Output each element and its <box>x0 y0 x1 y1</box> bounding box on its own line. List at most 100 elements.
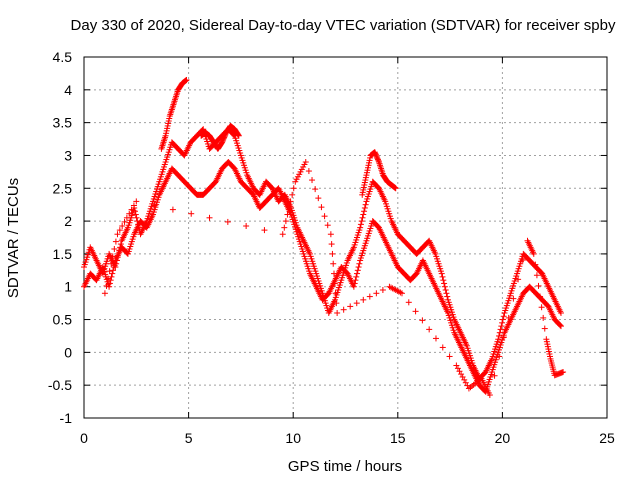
y-tick-label: 1.5 <box>53 246 73 262</box>
interp-point-track-a <box>497 326 504 333</box>
x-tick-label: 20 <box>495 430 511 446</box>
interp-point-scatter-bits <box>360 296 367 303</box>
interp-point-scatter-bits <box>286 204 293 211</box>
interp-point-track-a <box>444 293 451 300</box>
interp-point-track-b <box>355 264 362 271</box>
data-point-scatter-bits <box>398 290 405 297</box>
data-point-track-a <box>495 336 502 343</box>
y-tick-label: 3 <box>64 147 72 163</box>
interp-point-track-b <box>354 270 361 277</box>
interp-point-scatter-bits <box>151 202 158 209</box>
interp-point-track-a <box>496 332 503 339</box>
data-point-peak-1 <box>183 76 190 83</box>
interp-point-track-b <box>351 280 358 287</box>
interp-point-scatter-bits <box>373 290 380 297</box>
interp-point-scatter-bits <box>500 334 507 341</box>
x-axis-title: GPS time / hours <box>288 458 402 475</box>
interp-point-scatter-bits <box>329 250 336 257</box>
interp-point-scatter-bits <box>243 223 250 230</box>
data-point-scatter-bits <box>114 231 121 238</box>
interp-point-scatter-bits <box>353 300 360 307</box>
x-tick-label: 5 <box>185 430 193 446</box>
y-tick-label: 2 <box>64 213 72 229</box>
y-axis-title: SDTVAR / TECUs <box>5 178 22 298</box>
data-point-track-a <box>557 309 564 316</box>
interp-point-scatter-bits <box>533 272 540 279</box>
interp-point-scatter-bits <box>491 372 498 379</box>
interp-point-scatter-bits <box>537 293 544 300</box>
interp-point-scatter-bits <box>340 306 347 313</box>
interp-point-scatter-bits <box>116 227 123 234</box>
interp-point-scatter-bits <box>123 214 130 221</box>
interp-point-scatter-bits <box>318 204 325 211</box>
interp-point-track-b <box>106 280 113 287</box>
interp-point-scatter-bits <box>188 210 195 217</box>
interp-point-scatter-bits <box>111 245 118 252</box>
x-tick-label: 10 <box>285 430 301 446</box>
y-tick-label: 4 <box>64 82 72 98</box>
data-point-scatter-bits <box>334 309 341 316</box>
interp-point-scatter-bits <box>109 253 116 260</box>
grid-lines <box>84 57 607 418</box>
interp-point-scatter-bits <box>103 282 110 289</box>
plot-frame <box>83 56 608 419</box>
y-tick-label: -1 <box>60 410 73 426</box>
interp-point-scatter-bits <box>328 241 335 248</box>
interp-point-scatter-bits <box>412 308 419 315</box>
interp-point-scatter-bits <box>287 198 294 205</box>
interp-point-scatter-bits <box>305 168 312 175</box>
interp-point-track-a <box>362 201 369 208</box>
interp-point-peak-2 <box>235 131 242 138</box>
interp-point-track-a <box>358 218 365 225</box>
interp-point-track-a <box>443 290 450 297</box>
interp-point-scatter-bits <box>121 218 128 225</box>
interp-point-scatter-bits <box>505 314 512 321</box>
interp-point-track-b <box>353 273 360 280</box>
interp-point-scatter-bits <box>519 257 526 264</box>
data-point-scatter-bits <box>279 231 286 238</box>
data-point-track-b <box>106 283 113 290</box>
x-axis: 0 5 10 15 20 25 <box>80 57 615 446</box>
interp-point-scatter-bits <box>321 213 328 220</box>
interp-point-scatter-bits <box>405 299 412 306</box>
interp-point-track-a <box>442 287 449 294</box>
interp-point-track-a <box>441 283 448 290</box>
interp-point-scatter-bits <box>366 293 373 300</box>
y-tick-label: 2.5 <box>53 180 73 196</box>
interp-point-scatter-bits <box>282 218 289 225</box>
interp-point-peak-3 <box>375 157 382 164</box>
interp-point-scatter-bits <box>284 211 291 218</box>
interp-point-scatter-bits <box>330 270 337 277</box>
interp-point-track-b <box>354 267 361 274</box>
interp-point-scatter-bits <box>309 177 316 184</box>
interp-point-scatter-bits <box>332 290 339 297</box>
data-point-scatter-bits <box>133 198 140 205</box>
interp-point-track-a <box>361 208 368 215</box>
interp-point-scatter-bits <box>330 260 337 267</box>
interp-point-scatter-bits <box>315 195 322 202</box>
data-point-track-a <box>438 270 445 277</box>
interp-point-scatter-bits <box>439 344 446 351</box>
y-axis: -1 -0.5 0 0.5 1 1.5 2 2.5 3 3.5 4 4.5 <box>48 49 607 426</box>
y-tick-label: 3.5 <box>53 115 73 131</box>
interp-point-scatter-bits <box>261 227 268 234</box>
interp-point-scatter-bits <box>289 191 296 198</box>
interp-point-scatter-bits <box>108 260 115 267</box>
data-points <box>81 76 567 399</box>
interp-point-track-a <box>357 221 364 228</box>
interp-point-scatter-bits <box>281 224 288 231</box>
data-point-track-b <box>557 323 564 330</box>
interp-point-scatter-bits <box>541 325 548 332</box>
interp-point-track-b <box>108 273 115 280</box>
data-point-scatter-bits <box>530 250 537 257</box>
interp-point-scatter-bits <box>169 206 176 213</box>
data-point-scatter-bits <box>327 231 334 238</box>
interp-point-scatter-bits <box>532 261 539 268</box>
interp-point-track-a <box>131 208 138 215</box>
interp-point-track-a <box>441 280 448 287</box>
interp-point-scatter-bits <box>333 300 340 307</box>
interp-point-scatter-bits <box>538 304 545 311</box>
interp-point-track-b <box>356 260 363 267</box>
